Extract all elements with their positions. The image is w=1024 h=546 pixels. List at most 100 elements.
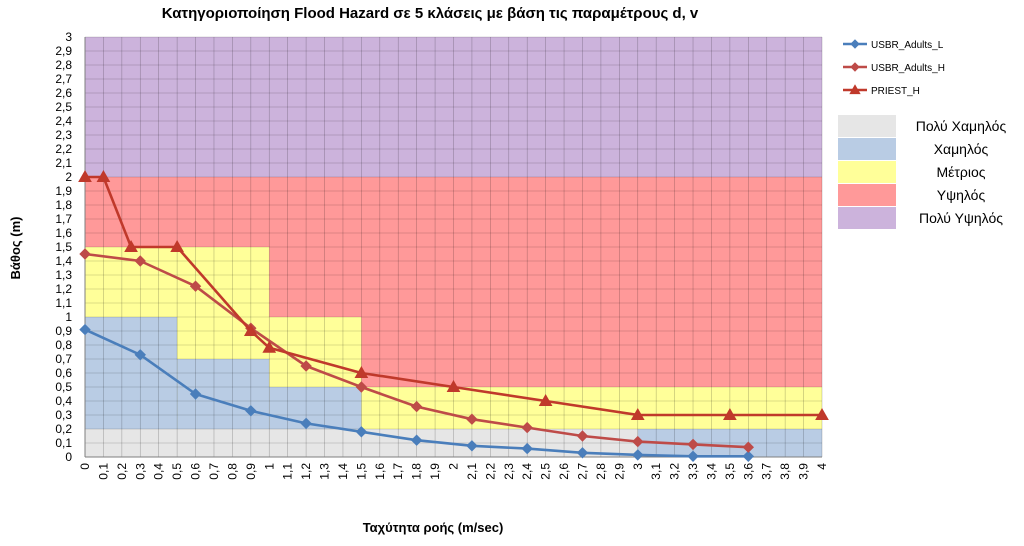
- legend-entry-class: Πολύ Υψηλός: [838, 207, 1003, 229]
- y-tick-label: 1,9: [55, 184, 72, 198]
- y-tick-label: 0,3: [55, 408, 72, 422]
- x-tick-label: 1,7: [391, 463, 405, 480]
- y-tick-label: 2,9: [55, 44, 72, 58]
- data-point: [849, 84, 861, 95]
- y-axis-title: Βάθος (m): [8, 217, 23, 280]
- data-point: [742, 441, 755, 453]
- chart-title: Κατηγοριοποίηση Flood Hazard σε 5 κλάσει…: [162, 5, 699, 22]
- y-tick-label: 2,8: [55, 58, 72, 72]
- hazard-zones: [85, 37, 822, 457]
- data-point: [850, 39, 860, 49]
- x-tick-label: 2,1: [465, 463, 479, 480]
- x-tick-label: 1,2: [299, 463, 313, 480]
- data-point: [355, 426, 368, 438]
- y-tick-label: 2,3: [55, 128, 72, 142]
- x-tick-label: 4: [815, 463, 829, 470]
- legend-label: USBR_Adults_L: [871, 40, 944, 51]
- y-tick-label: 2,4: [55, 114, 72, 128]
- x-tick-label: 0,4: [152, 463, 166, 480]
- data-point: [521, 442, 533, 455]
- data-point: [576, 430, 589, 442]
- legend-label: Πολύ Χαμηλός: [916, 118, 1007, 134]
- y-tick-label: 0,2: [55, 422, 72, 436]
- x-tick-label: 0,2: [115, 463, 129, 480]
- data-point: [410, 434, 423, 446]
- data-point: [354, 365, 369, 378]
- legend-entry-class: Χαμηλός: [838, 138, 989, 160]
- data-point: [576, 447, 589, 459]
- y-tick-label: 1,2: [55, 282, 72, 296]
- x-tick-labels: 0 0,1 0,2 0,3 0,4 0,5 0,6 0,7 0,8 0,9 1 1,1 1,2 1,3 1,…: [78, 463, 829, 480]
- x-tick-label: 0,8: [225, 463, 239, 480]
- series-layer: [78, 169, 829, 463]
- legend-label: USBR_Adults_H: [871, 63, 945, 74]
- y-tick-label: 1: [65, 310, 72, 324]
- legend-label: PRIEST_H: [871, 86, 920, 97]
- x-tick-label: 0,1: [96, 463, 110, 480]
- x-tick-label: 2,2: [483, 463, 497, 480]
- y-tick-label: 0,4: [55, 394, 72, 408]
- data-point: [78, 169, 92, 182]
- x-tick-label: 0,6: [189, 463, 203, 480]
- y-tick-label: 2,7: [55, 72, 72, 86]
- x-tick-label: 3: [631, 463, 645, 470]
- y-tick-label: 0,1: [55, 436, 72, 450]
- x-tick-label: 3,1: [649, 463, 663, 480]
- x-tick-label: 3,4: [704, 463, 718, 480]
- data-point: [300, 360, 312, 372]
- x-tick-label: 2,3: [502, 463, 516, 480]
- legend-swatch: [838, 161, 896, 183]
- x-tick-label: 2,8: [594, 463, 608, 480]
- series-USBR_Adults_H: [79, 248, 755, 453]
- data-point: [243, 323, 258, 336]
- y-tick-labels: 00,10,20,30,40,50,60,70,80,911,11,21,31,…: [55, 30, 72, 464]
- data-point: [300, 417, 312, 430]
- y-tick-label: 2,5: [55, 100, 72, 114]
- x-tick-label: 3,5: [723, 463, 737, 480]
- x-tick-label: 2,4: [520, 463, 534, 480]
- y-tick-label: 2,2: [55, 142, 72, 156]
- data-point: [96, 169, 111, 182]
- data-point: [850, 62, 860, 72]
- x-tick-label: 0: [78, 463, 92, 470]
- x-tick-label: 3,2: [668, 463, 682, 480]
- x-tick-label: 2,9: [612, 463, 626, 480]
- y-tick-label: 1,6: [55, 226, 72, 240]
- y-tick-label: 2: [65, 170, 72, 184]
- x-tick-label: 2,7: [575, 463, 589, 480]
- x-tick-label: 3,7: [760, 463, 774, 480]
- data-point: [630, 407, 645, 420]
- data-point: [134, 349, 146, 361]
- y-tick-label: 0: [65, 450, 72, 464]
- data-point: [262, 340, 277, 353]
- data-point: [632, 449, 644, 461]
- x-tick-label: 1,5: [354, 463, 368, 480]
- data-point: [521, 421, 533, 434]
- x-tick-label: 1,6: [373, 463, 387, 480]
- data-point: [79, 248, 91, 260]
- y-tick-label: 2,6: [55, 86, 72, 100]
- data-point: [124, 239, 138, 252]
- data-point: [189, 280, 202, 292]
- data-point: [134, 255, 146, 267]
- data-point: [815, 407, 829, 420]
- legend-label: Υψηλός: [937, 187, 986, 203]
- y-tick-label: 1,4: [55, 254, 72, 268]
- legend-swatch: [838, 138, 896, 160]
- legend-label: Μέτριος: [936, 164, 985, 180]
- legend-entry-series: PRIEST_H: [843, 84, 920, 97]
- x-tick-label: 1: [262, 463, 276, 470]
- data-point: [355, 381, 368, 393]
- y-tick-label: 2,1: [55, 156, 72, 170]
- x-tick-label: 3,8: [778, 463, 792, 480]
- data-point: [189, 388, 202, 400]
- zone-very-high: [85, 37, 822, 177]
- x-tick-label: 2: [447, 463, 461, 470]
- series-line: [85, 175, 822, 417]
- hazard-class-legend: Πολύ Χαμηλός Χαμηλός Μέτριος Υψηλός Πολύ Υψη…: [838, 115, 1006, 229]
- x-tick-label: 0,7: [207, 463, 221, 480]
- data-point: [466, 413, 478, 425]
- data-point: [687, 438, 699, 451]
- series-legend: USBR_Adults_L USBR_Adults_H PRIEST_H: [843, 39, 945, 97]
